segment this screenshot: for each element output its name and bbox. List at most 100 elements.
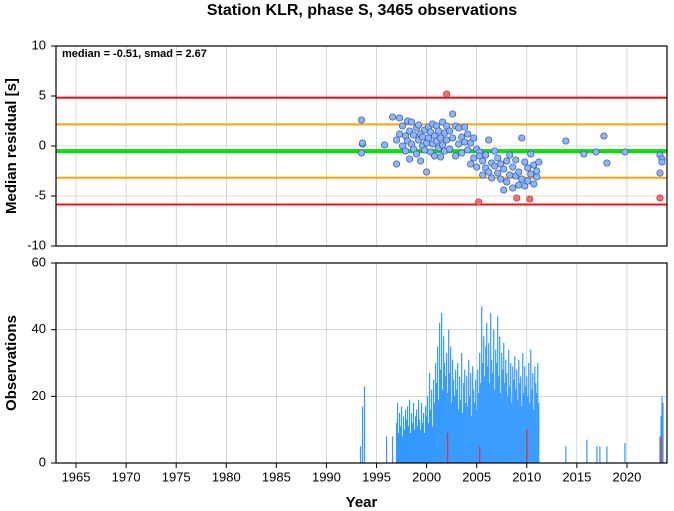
bar [401,436,404,463]
bar [518,359,520,463]
bar [533,409,535,463]
bar [397,433,400,463]
data-point [446,145,454,153]
data-point [524,177,532,185]
bar [453,379,455,463]
data-point [503,178,511,186]
bar [403,429,406,463]
data-point [415,121,423,129]
data-point [443,136,451,144]
bar [494,389,496,463]
bar [419,429,422,463]
data-point [503,157,511,165]
bar [422,423,424,463]
bar [418,419,421,463]
bar [440,369,442,463]
bar [416,426,419,463]
data-point [455,140,463,148]
data-point [389,113,397,121]
y-tick-label: 5 [39,87,46,102]
bar [527,396,529,463]
bar [499,336,501,463]
bar [476,409,478,463]
data-point [562,137,570,145]
data-point [656,194,664,202]
bar [480,383,482,463]
bar [430,409,432,463]
data-point [396,114,404,122]
y-tick-label: 0 [39,454,46,469]
data-point [421,146,429,154]
x-axis-label: Year [346,494,378,511]
data-point [408,118,416,126]
bar [521,406,523,463]
bar [500,393,502,463]
bar [456,389,458,463]
bar [466,376,468,463]
x-tick-label: 2010 [512,469,541,484]
bar [458,409,460,463]
bar [359,446,362,463]
bar [526,429,528,463]
bar [414,416,417,463]
data-point [518,175,526,183]
bar [529,403,531,463]
bar [447,393,449,463]
y-axis-label: Observations [3,315,20,411]
bar [457,363,459,463]
bar [437,346,439,463]
bar [514,356,516,463]
bar [464,369,466,463]
x-tick-label: 2005 [462,469,491,484]
bar [413,429,416,463]
x-tick-label: 1985 [262,469,291,484]
data-point [515,168,523,176]
bar [469,396,471,463]
bar [415,409,418,463]
bar [509,386,511,463]
bar [503,343,505,463]
bar [444,363,446,463]
bar [396,403,399,463]
data-point [449,134,457,142]
data-point [443,90,451,98]
y-tick-label: 10 [32,37,46,52]
bar [473,389,475,463]
data-point [399,122,407,130]
data-point [464,146,472,154]
bar [424,433,426,463]
data-point [658,158,666,166]
bar [586,439,588,463]
data-point [491,147,499,155]
bar [606,446,608,463]
bar [395,423,398,463]
bar [426,416,428,463]
bar [517,399,519,463]
bar [492,373,494,463]
bar [507,396,509,463]
bar [506,373,508,463]
data-point [357,149,366,157]
bar [432,426,434,463]
y-tick-label: 40 [32,321,46,336]
bar [433,379,435,463]
bar [459,376,461,463]
data-point [446,127,454,135]
bar [484,376,486,463]
data-point [580,150,588,158]
bar [662,403,664,463]
bar [404,409,407,463]
bar [460,399,462,463]
data-point [473,163,481,171]
data-point [393,160,401,168]
bar [534,366,536,463]
data-point [488,174,496,182]
data-point [461,123,469,131]
y-tick-label: 60 [32,254,46,269]
bar [449,373,451,463]
data-point [425,134,433,142]
data-point [506,151,514,159]
bar [496,363,498,463]
data-point [410,131,418,139]
bar [439,323,441,463]
